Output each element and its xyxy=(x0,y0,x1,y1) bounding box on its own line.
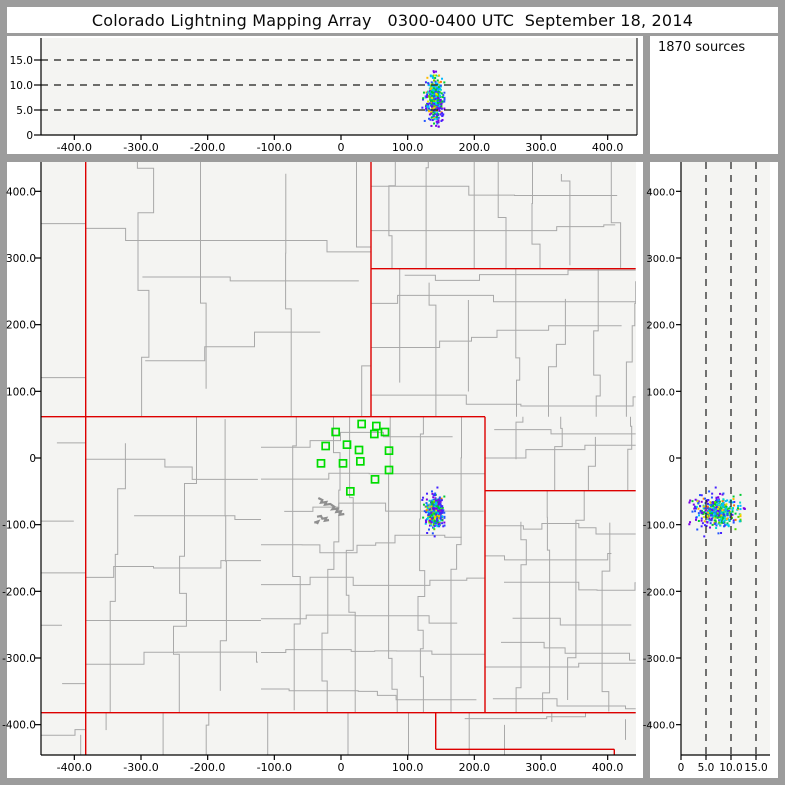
window-title: Colorado Lightning Mapping Array 0300-04… xyxy=(91,10,694,30)
panel-source-count: 1870 sources xyxy=(650,36,778,154)
source-count-label: 1870 sources xyxy=(658,40,746,55)
panel-plan-view-map[interactable] xyxy=(7,162,643,778)
title-bar: Colorado Lightning Mapping Array 0300-04… xyxy=(7,7,778,33)
panel-ew-altitude-plot[interactable] xyxy=(7,36,643,154)
panel-ns-altitude-plot[interactable] xyxy=(650,162,778,778)
